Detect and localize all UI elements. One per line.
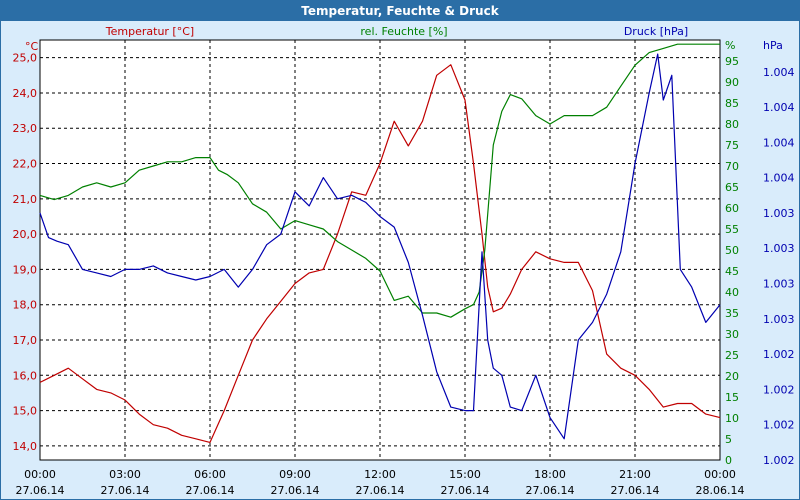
x-tick-date: 27.06.14 [271,484,320,497]
humidity-tick-label: 40 [725,286,739,299]
x-tick-time: 12:00 [364,468,396,481]
pressure-tick-label: 1.003 [763,278,795,291]
temperature-tick-label: 24,0 [13,87,38,100]
series-label: Temperatur [°C] [105,25,194,38]
pressure-tick-label: 1.002 [763,383,795,396]
x-tick-date: 27.06.14 [356,484,405,497]
pressure-tick-label: 1.002 [763,348,795,361]
humidity-tick-label: 70 [725,160,739,173]
temperature-unit-label: °C [25,40,39,53]
humidity-tick-label: 65 [725,181,739,194]
temperature-tick-label: 20,0 [13,228,38,241]
pressure-tick-label: 1.004 [763,172,795,185]
x-tick-date: 27.06.14 [441,484,490,497]
humidity-unit-label: % [725,39,735,52]
x-tick-time: 18:00 [534,468,566,481]
humidity-tick-label: 85 [725,97,739,110]
x-tick-date: 27.06.14 [16,484,65,497]
humidity-tick-label: 75 [725,139,739,152]
x-tick-date: 27.06.14 [186,484,235,497]
x-tick-date: 27.06.14 [526,484,575,497]
temperature-tick-label: 14,0 [13,440,38,453]
series-label: Druck [hPa] [624,25,688,38]
humidity-tick-label: 60 [725,202,739,215]
humidity-tick-label: 10 [725,412,739,425]
pressure-tick-label: 1.002 [763,419,795,432]
series-lines [39,43,721,443]
humidity-tick-label: 95 [725,55,739,68]
temperature-tick-label: 25,0 [13,52,38,65]
humidity-tick-label: 90 [725,76,739,89]
humidity-tick-label: 0 [725,454,732,467]
humidity-tick-label: 55 [725,223,739,236]
humidity-tick-label: 20 [725,370,739,383]
humidity-tick-label: 5 [725,433,732,446]
temperature-tick-label: 22,0 [13,158,38,171]
axis-labels: 14,0 15,0 16,0 17,0 18,0 19,0 20,0 21,0 22,0 23,0… [13,25,795,497]
pressure-unit-label: hPa [763,39,783,52]
x-tick-time: 00:00 [704,468,736,481]
pressure-tick-label: 1.002 [763,454,795,467]
window-title: Temperatur, Feuchte & Druck [1,1,799,21]
humidity-tick-label: 30 [725,328,739,341]
x-tick-date: 28.06.14 [696,484,745,497]
x-tick-date: 27.06.14 [611,484,660,497]
x-tick-time: 00:00 [24,468,56,481]
grid [40,40,720,460]
pressure-tick-label: 1.004 [763,66,795,79]
pressure-tick-label: 1.004 [763,136,795,149]
x-tick-time: 09:00 [279,468,311,481]
temperature-tick-label: 18,0 [13,299,38,312]
x-tick-time: 15:00 [449,468,481,481]
pressure-tick-label: 1.004 [763,101,795,114]
series-line-humidity [39,43,720,318]
pressure-tick-label: 1.003 [763,313,795,326]
temperature-tick-label: 15,0 [13,405,38,418]
pressure-tick-label: 1.003 [763,207,795,220]
temperature-tick-label: 21,0 [13,193,38,206]
temperature-tick-label: 16,0 [13,369,38,382]
humidity-tick-label: 80 [725,118,739,131]
x-tick-time: 03:00 [109,468,141,481]
humidity-tick-label: 25 [725,349,739,362]
series-line-pressure [39,53,721,440]
temperature-tick-label: 23,0 [13,122,38,135]
x-tick-time: 06:00 [194,468,226,481]
temperature-tick-label: 17,0 [13,334,38,347]
pressure-tick-label: 1.003 [763,242,795,255]
humidity-tick-label: 15 [725,391,739,404]
humidity-tick-label: 50 [725,244,739,257]
x-tick-time: 21:00 [619,468,651,481]
series-line-temperature [39,64,721,443]
humidity-tick-label: 35 [725,307,739,320]
x-tick-date: 27.06.14 [101,484,150,497]
humidity-tick-label: 45 [725,265,739,278]
temperature-tick-label: 19,0 [13,263,38,276]
series-label: rel. Feuchte [%] [360,25,447,38]
